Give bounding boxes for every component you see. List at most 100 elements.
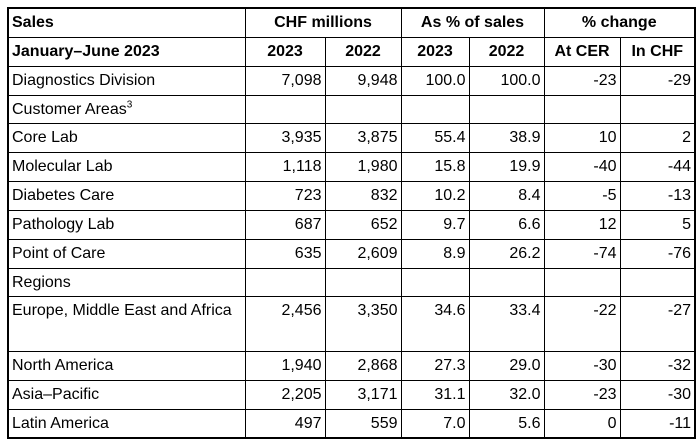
table-body: Diagnostics Division 7,098 9,948 100.0 100.0…	[7, 65, 696, 439]
cell-change-in-chf: -32	[619, 350, 696, 381]
cell-change-in-chf: -44	[619, 151, 696, 182]
cell-pct-sales-2023: 7.0	[400, 408, 470, 439]
column-header-at-cer: At CER	[543, 36, 621, 67]
header-columns-row: January–June 2023 2023 2022 2023 2022 At…	[7, 36, 696, 67]
cell-chf-2023: 1,940	[244, 350, 326, 381]
row-label: Pathology Lab	[7, 209, 246, 240]
cell-pct-sales-2022: 38.9	[468, 122, 545, 153]
period-label: January–June 2023	[7, 36, 246, 67]
row-label: Diagnostics Division	[7, 65, 246, 96]
cell-change-in-chf: -11	[619, 408, 696, 439]
table-row: Pathology Lab 687 652 9.7 6.6 12 5	[7, 209, 696, 240]
group-header-pct-change: % change	[543, 7, 696, 38]
cell-chf-2023: 2,205	[244, 379, 326, 410]
cell-change-at-cer: 12	[543, 209, 621, 240]
column-header-pct-sales-2023: 2023	[400, 36, 470, 67]
cell-change-at-cer	[543, 94, 621, 124]
cell-change-at-cer: -23	[543, 65, 621, 96]
table-title: Sales	[7, 7, 246, 38]
column-header-in-chf: In CHF	[619, 36, 696, 67]
cell-chf-2023: 635	[244, 238, 326, 269]
cell-change-at-cer: -5	[543, 180, 621, 211]
sales-table: Sales CHF millions As % of sales % chang…	[7, 7, 696, 439]
cell-chf-2022: 2,609	[324, 238, 402, 269]
cell-chf-2023: 687	[244, 209, 326, 240]
cell-chf-2022: 3,171	[324, 379, 402, 410]
row-label: Europe, Middle East and Africa	[7, 295, 246, 352]
cell-change-in-chf: -30	[619, 379, 696, 410]
column-header-chf-2023: 2023	[244, 36, 326, 67]
row-label: Customer Areas3	[7, 94, 246, 124]
row-label: Point of Care	[7, 238, 246, 269]
cell-pct-sales-2023: 55.4	[400, 122, 470, 153]
row-label: Latin America	[7, 408, 246, 439]
table-row: Diagnostics Division 7,098 9,948 100.0 100.0…	[7, 65, 696, 96]
column-header-chf-2022: 2022	[324, 36, 402, 67]
table-row: Molecular Lab 1,118 1,980 15.8 19.9 -40 -44	[7, 151, 696, 182]
cell-change-at-cer: -30	[543, 350, 621, 381]
cell-chf-2023: 497	[244, 408, 326, 439]
cell-pct-sales-2022: 29.0	[468, 350, 545, 381]
cell-chf-2022: 559	[324, 408, 402, 439]
cell-pct-sales-2022: 19.9	[468, 151, 545, 182]
cell-change-in-chf: -76	[619, 238, 696, 269]
cell-change-at-cer	[543, 267, 621, 297]
cell-pct-sales-2022: 32.0	[468, 379, 545, 410]
table-row: Europe, Middle East and Africa 2,456 3,350…	[7, 295, 696, 352]
cell-chf-2023	[244, 94, 326, 124]
table-row: Asia–Pacific 2,205 3,171 31.1 32.0 -23 -30	[7, 379, 696, 410]
cell-change-at-cer: 0	[543, 408, 621, 439]
row-label: Diabetes Care	[7, 180, 246, 211]
cell-pct-sales-2023: 9.7	[400, 209, 470, 240]
cell-change-at-cer: -22	[543, 295, 621, 352]
cell-change-at-cer: 10	[543, 122, 621, 153]
table-row: Point of Care 635 2,609 8.9 26.2 -74 -76	[7, 238, 696, 269]
cell-change-at-cer: -23	[543, 379, 621, 410]
cell-chf-2022	[324, 94, 402, 124]
cell-change-at-cer: -74	[543, 238, 621, 269]
cell-chf-2022: 1,980	[324, 151, 402, 182]
cell-change-in-chf	[619, 267, 696, 297]
cell-pct-sales-2023: 8.9	[400, 238, 470, 269]
cell-pct-sales-2023: 31.1	[400, 379, 470, 410]
cell-chf-2022: 832	[324, 180, 402, 211]
cell-chf-2022	[324, 267, 402, 297]
cell-pct-sales-2023: 15.8	[400, 151, 470, 182]
cell-chf-2022: 3,350	[324, 295, 402, 352]
cell-chf-2022: 2,868	[324, 350, 402, 381]
cell-pct-sales-2023: 10.2	[400, 180, 470, 211]
cell-pct-sales-2022: 8.4	[468, 180, 545, 211]
table-row: Core Lab 3,935 3,875 55.4 38.9 10 2	[7, 122, 696, 153]
column-header-pct-sales-2022: 2022	[468, 36, 545, 67]
cell-chf-2023: 1,118	[244, 151, 326, 182]
cell-pct-sales-2022: 6.6	[468, 209, 545, 240]
cell-pct-sales-2022	[468, 94, 545, 124]
cell-change-in-chf	[619, 94, 696, 124]
cell-chf-2022: 652	[324, 209, 402, 240]
cell-pct-sales-2022: 33.4	[468, 295, 545, 352]
cell-pct-sales-2022	[468, 267, 545, 297]
cell-pct-sales-2023	[400, 94, 470, 124]
table-row: Latin America 497 559 7.0 5.6 0 -11	[7, 408, 696, 439]
cell-change-in-chf: -27	[619, 295, 696, 352]
cell-pct-sales-2022: 26.2	[468, 238, 545, 269]
cell-chf-2023: 723	[244, 180, 326, 211]
cell-change-in-chf: 5	[619, 209, 696, 240]
row-label: Regions	[7, 267, 246, 297]
cell-chf-2023: 2,456	[244, 295, 326, 352]
table-row: Diabetes Care 723 832 10.2 8.4 -5 -13	[7, 180, 696, 211]
table-row: North America 1,940 2,868 27.3 29.0 -30 -32	[7, 350, 696, 381]
cell-change-in-chf: -13	[619, 180, 696, 211]
row-label: Core Lab	[7, 122, 246, 153]
footnote-marker: 3	[126, 99, 133, 111]
cell-change-at-cer: -40	[543, 151, 621, 182]
cell-chf-2022: 3,875	[324, 122, 402, 153]
table-row: Customer Areas3	[7, 94, 696, 124]
cell-chf-2023: 7,098	[244, 65, 326, 96]
cell-pct-sales-2023: 27.3	[400, 350, 470, 381]
cell-pct-sales-2022: 5.6	[468, 408, 545, 439]
cell-change-in-chf: 2	[619, 122, 696, 153]
cell-chf-2023: 3,935	[244, 122, 326, 153]
row-label: Molecular Lab	[7, 151, 246, 182]
header-group-row: Sales CHF millions As % of sales % chang…	[7, 7, 696, 38]
